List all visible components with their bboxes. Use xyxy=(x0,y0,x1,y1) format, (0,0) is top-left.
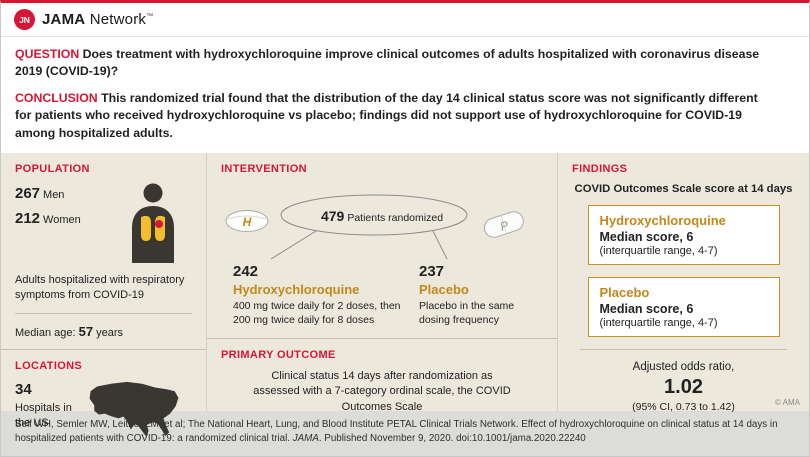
trademark-symbol: ™ xyxy=(146,13,154,20)
conclusion-text: This randomized trial found that the dis… xyxy=(15,90,758,140)
placebo-name: Placebo xyxy=(419,282,469,298)
randomized-count: 479 xyxy=(320,208,345,225)
trial-arms: 242 Hydroxychloroquine 400 mg twice dail… xyxy=(221,263,543,328)
divider xyxy=(580,349,787,351)
odds-ratio-value: 1.02 xyxy=(664,376,703,399)
hcq-dosing: 400 mg twice daily for 2 doses, then 200… xyxy=(233,300,401,327)
pill-letter-h: H xyxy=(243,215,252,229)
findings-column: FINDINGS COVID Outcomes Scale score at 1… xyxy=(558,153,809,413)
odds-ratio-ci: (95% CI, 0.73 to 1.42) xyxy=(632,401,735,414)
hcq-result-iqr: (interquartile range, 4-7) xyxy=(599,245,718,258)
randomization-diagram: H P 479 Patients randomized xyxy=(221,183,543,263)
median-age-unit: years xyxy=(96,326,124,339)
population-counts: 267 Men 212 Women xyxy=(15,183,128,235)
pill-letter-p: P xyxy=(498,218,510,234)
conclusion-paragraph: CONCLUSION This randomized trial found t… xyxy=(15,90,777,142)
randomization-diagram-svg: H P xyxy=(225,194,524,260)
copyright-notice: © AMA xyxy=(774,398,800,407)
randomized-oval xyxy=(280,194,468,236)
placebo-count: 237 xyxy=(419,263,445,281)
placebo-result-box: Placebo Median score, 6 (interquartile r… xyxy=(587,277,780,338)
hcq-name: Hydroxychloroquine xyxy=(233,282,360,298)
population-description: Adults hospitalized with respiratory sym… xyxy=(15,274,185,302)
hospitals-count: 34 xyxy=(15,380,32,398)
question-paragraph: QUESTION Does treatment with hydroxychlo… xyxy=(15,46,777,81)
findings-heading: FINDINGS xyxy=(572,163,628,176)
median-age-value: 57 xyxy=(78,323,94,339)
jama-network-logo-icon: JN xyxy=(14,9,35,30)
median-age-label: Median age: xyxy=(15,326,76,339)
odds-ratio-label: Adjusted odds ratio, xyxy=(632,361,735,374)
patient-body xyxy=(132,206,174,264)
divider xyxy=(1,348,206,350)
women-label: Women xyxy=(43,214,81,227)
placebo-result-score: Median score, 6 xyxy=(599,302,694,317)
placebo-pill-icon: P xyxy=(483,211,524,239)
men-count: 267 xyxy=(15,185,41,203)
randomized-label: Patients randomized xyxy=(347,212,444,225)
intervention-heading: INTERVENTION xyxy=(221,163,307,176)
left-lung-icon xyxy=(141,216,151,242)
randomization-line-right xyxy=(432,231,448,260)
infection-dot-icon xyxy=(155,220,163,229)
odds-ratio-block: Adjusted odds ratio, 1.02 (95% CI, 0.73 … xyxy=(572,361,795,413)
citation-part1: Self WH, Semler MW, Leither LM, et al; T… xyxy=(15,419,778,445)
conclusion-label: CONCLUSION xyxy=(15,90,98,105)
randomization-line-left xyxy=(270,230,317,260)
findings-subtitle: COVID Outcomes Scale score at 14 days xyxy=(574,183,793,196)
men-count-line: 267 Men xyxy=(15,185,128,203)
divider xyxy=(15,312,192,314)
us-map-icon xyxy=(89,381,179,438)
population-heading: POPULATION xyxy=(15,163,90,176)
primary-outcome-heading: PRIMARY OUTCOME xyxy=(221,348,336,361)
men-label: Men xyxy=(43,189,65,202)
header-bar: JN JAMA Network™ xyxy=(1,3,809,37)
right-lung-icon xyxy=(155,216,165,242)
question-text: Does treatment with hydroxychloroquine i… xyxy=(15,47,760,79)
population-column: POPULATION 267 Men 212 Women Adults hospit… xyxy=(1,153,206,438)
main-band: POPULATION 267 Men 212 Women Adults hospit… xyxy=(1,153,809,438)
women-count-line: 212 Women xyxy=(15,210,128,228)
median-age-line: Median age: 57 years xyxy=(15,324,192,339)
question-label: QUESTION xyxy=(15,47,80,61)
locations-text: 34 Hospitals in the US xyxy=(15,380,77,430)
placebo-result-iqr: (interquartile range, 4-7) xyxy=(599,317,718,330)
placebo-arm: 237 Placebo Placebo in the same dosing f… xyxy=(419,263,543,328)
citation-journal: JAMA xyxy=(292,433,319,445)
hcq-result-name: Hydroxychloroquine xyxy=(599,213,726,229)
locations-heading: LOCATIONS xyxy=(15,359,83,372)
us-map-shape xyxy=(89,381,179,438)
placebo-dosing: Placebo in the same dosing frequency xyxy=(419,300,515,327)
placebo-result-name: Placebo xyxy=(599,285,650,301)
locations-row: 34 Hospitals in the US xyxy=(15,380,192,438)
brand-network: Network xyxy=(89,11,147,28)
primary-outcome-text: Clinical status 14 days after randomizat… xyxy=(253,369,511,413)
intervention-column: INTERVENTION H P xyxy=(206,153,558,413)
citation-text: Self WH, Semler MW, Leither LM, et al; T… xyxy=(15,418,795,446)
hydroxychloroquine-pill-icon: H xyxy=(225,210,269,233)
hospitals-label: Hospitals in the US xyxy=(15,402,72,429)
hydroxychloroquine-arm: 242 Hydroxychloroquine 400 mg twice dail… xyxy=(233,263,415,328)
population-row: 267 Men 212 Women xyxy=(15,183,192,264)
randomized-count-line: 479 Patients randomized xyxy=(221,208,543,224)
divider xyxy=(207,337,557,339)
brand-jama: JAMA xyxy=(42,11,86,28)
patient-icon xyxy=(132,183,174,264)
brand-name: JAMA Network™ xyxy=(42,11,153,28)
hcq-count: 242 xyxy=(233,263,259,281)
women-count: 212 xyxy=(15,210,41,228)
question-conclusion-section: QUESTION Does treatment with hydroxychlo… xyxy=(1,37,809,154)
hcq-result-score: Median score, 6 xyxy=(599,230,694,245)
citation-part2: . Published November 9, 2020. doi:10.100… xyxy=(318,433,586,445)
hcq-result-box: Hydroxychloroquine Median score, 6 (inte… xyxy=(587,205,780,266)
patient-head xyxy=(143,183,163,203)
